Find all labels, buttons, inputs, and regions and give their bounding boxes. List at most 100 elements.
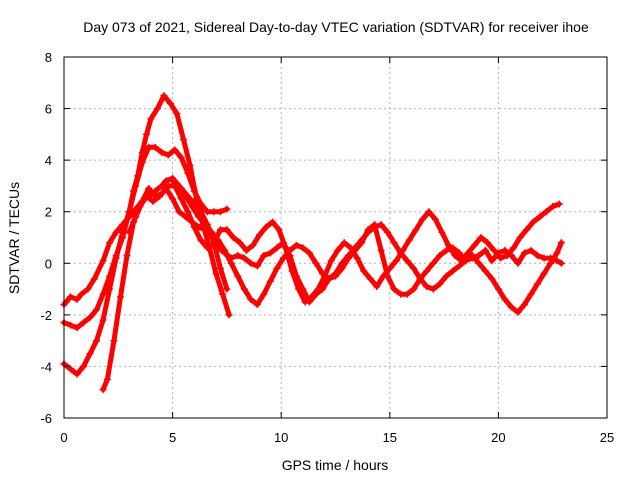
data-point — [312, 259, 320, 267]
data-point — [147, 115, 155, 123]
data-point — [197, 236, 205, 244]
data-point — [134, 172, 142, 180]
data-point — [488, 275, 496, 283]
y-tick-label: 2 — [45, 205, 52, 220]
data-point — [242, 246, 250, 254]
data-point — [208, 228, 216, 236]
data-point — [527, 246, 535, 254]
data-point — [510, 244, 518, 252]
series-line — [100, 186, 564, 393]
data-point — [338, 259, 346, 267]
data-point — [260, 290, 268, 298]
data-point — [125, 208, 133, 216]
data-point — [273, 264, 281, 272]
data-point — [116, 293, 124, 301]
data-point — [164, 151, 172, 159]
data-point — [175, 208, 183, 216]
data-point — [403, 290, 411, 298]
data-point — [455, 262, 463, 270]
x-tick-label: 5 — [169, 430, 176, 445]
data-point — [390, 285, 398, 293]
data-point — [423, 267, 431, 275]
data-point — [360, 267, 368, 275]
data-point — [151, 192, 159, 200]
data-point — [169, 195, 177, 203]
data-point — [106, 285, 114, 293]
data-point — [488, 257, 496, 265]
data-point — [553, 249, 561, 257]
data-point — [557, 239, 565, 247]
data-point — [410, 285, 418, 293]
data-point — [318, 270, 326, 278]
data-point — [449, 267, 457, 275]
data-point — [345, 252, 353, 260]
data-point — [358, 236, 366, 244]
data-point — [255, 231, 263, 239]
data-point — [455, 249, 463, 257]
data-point — [423, 282, 431, 290]
x-axis-label: GPS time / hours — [282, 457, 389, 473]
data-point — [158, 148, 166, 156]
data-point — [143, 130, 151, 138]
data-point — [67, 365, 75, 373]
data-point — [84, 285, 92, 293]
data-point — [273, 244, 281, 252]
chart-title: Day 073 of 2021, Sidereal Day-to-day VTE… — [83, 19, 589, 35]
data-point — [203, 244, 211, 252]
data-point — [481, 246, 489, 254]
data-point — [240, 254, 248, 262]
data-point — [436, 280, 444, 288]
data-point — [179, 136, 187, 144]
x-tick-label: 20 — [491, 430, 505, 445]
data-point — [86, 350, 94, 358]
data-point — [373, 282, 381, 290]
x-tick-label: 0 — [60, 430, 67, 445]
series-line — [61, 144, 230, 331]
data-point — [184, 208, 192, 216]
data-point — [216, 208, 224, 216]
data-point — [210, 208, 218, 216]
data-point — [353, 254, 361, 262]
data-point — [327, 257, 335, 265]
data-point — [110, 337, 118, 345]
data-point — [153, 105, 161, 113]
data-point — [216, 264, 224, 272]
data-point — [266, 277, 274, 285]
data-point — [162, 177, 170, 185]
data-point — [501, 246, 509, 254]
data-point — [249, 241, 257, 249]
data-point — [73, 370, 81, 378]
data-point — [73, 324, 81, 332]
data-point — [332, 270, 339, 278]
data-point — [119, 228, 127, 236]
data-point — [80, 362, 88, 370]
data-point — [477, 234, 485, 241]
data-point — [475, 252, 483, 260]
data-point — [177, 195, 185, 203]
series-track-6 — [169, 177, 565, 316]
y-tick-label: -4 — [40, 359, 52, 374]
data-point — [160, 92, 168, 100]
data-point — [229, 234, 237, 241]
data-point — [527, 290, 535, 298]
data-point — [442, 246, 450, 254]
data-point — [240, 285, 248, 293]
data-point — [219, 290, 227, 298]
data-point — [516, 234, 524, 241]
data-point — [436, 252, 444, 260]
y-tick-label: 0 — [45, 256, 52, 271]
data-point — [236, 239, 244, 247]
data-point — [188, 203, 196, 211]
data-point — [227, 259, 235, 267]
data-point — [132, 213, 140, 221]
plot-frame — [63, 56, 608, 419]
data-point — [158, 190, 166, 198]
data-point — [223, 205, 231, 213]
data-point — [366, 275, 374, 283]
data-point — [314, 285, 322, 293]
data-point — [429, 285, 437, 293]
data-point — [405, 236, 413, 244]
data-point — [86, 313, 94, 321]
data-point — [494, 285, 502, 293]
data-point — [451, 252, 459, 260]
